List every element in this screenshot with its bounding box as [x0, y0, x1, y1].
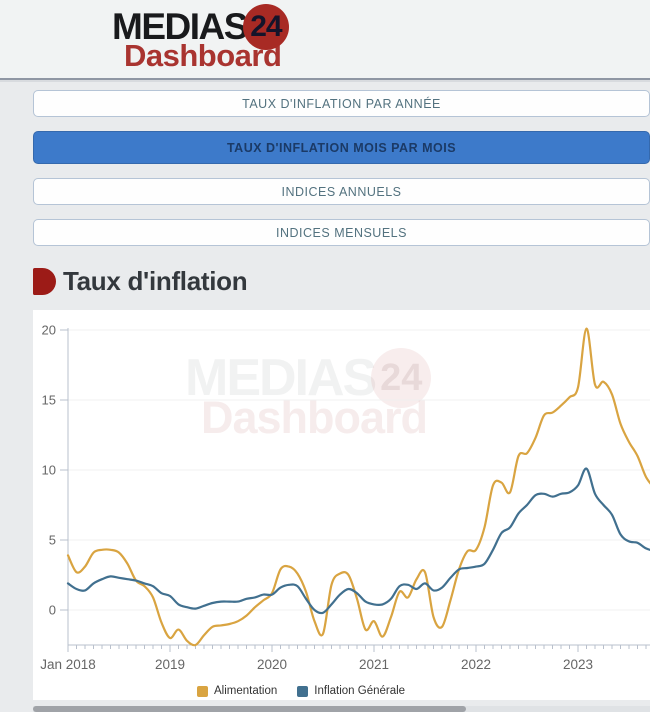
- header: MEDIAS 24 Dashboard: [0, 0, 650, 78]
- inflation-line-chart: 0 5 10 15 20 Jan 2018 2019 2020 2021 2022 2023: [40, 323, 650, 672]
- inflation-chart-card: MEDIAS 24 Dashboard 0 5 10 15 20 Jan 2018 2019…: [33, 310, 650, 700]
- svg-text:0: 0: [49, 603, 56, 618]
- svg-text:2021: 2021: [359, 657, 389, 672]
- svg-text:5: 5: [49, 533, 56, 548]
- page-title: Taux d'inflation: [63, 266, 248, 296]
- svg-text:10: 10: [42, 463, 56, 478]
- brand-d-icon: [33, 268, 56, 295]
- legend-label-inflation-generale: Inflation Générale: [314, 685, 406, 697]
- logo-medias-text: MEDIAS: [112, 6, 248, 47]
- svg-text:2022: 2022: [461, 657, 491, 672]
- svg-text:2023: 2023: [563, 657, 593, 672]
- nav-button-indices-mensuels[interactable]: INDICES MENSUELS: [33, 219, 650, 246]
- legend-item-alimentation[interactable]: Alimentation: [197, 685, 277, 697]
- svg-text:15: 15: [42, 393, 56, 408]
- series-line-1: [66, 467, 650, 615]
- alimentation-swatch-icon: [197, 685, 208, 697]
- nav-button-indices-annuels[interactable]: INDICES ANNUELS: [33, 178, 650, 205]
- scrollbar-thumb[interactable]: [33, 706, 466, 712]
- logo-24-badge: 24: [242, 4, 289, 50]
- chart-legend: Alimentation Inflation Générale: [197, 685, 405, 697]
- logo-24-text: 24: [250, 10, 282, 43]
- legend-item-inflation-generale[interactable]: Inflation Générale: [297, 685, 405, 697]
- nav-button-taux-par-annee[interactable]: TAUX D'INFLATION PAR ANNÉE: [33, 90, 650, 117]
- nav-buttons: TAUX D'INFLATION PAR ANNÉE TAUX D'INFLAT…: [0, 82, 650, 246]
- horizontal-scrollbar[interactable]: [33, 706, 650, 712]
- series-line-0: [66, 327, 650, 647]
- inflation-generale-swatch-icon: [297, 685, 309, 697]
- section-heading: Taux d'inflation: [33, 266, 650, 297]
- svg-text:2020: 2020: [257, 657, 287, 672]
- svg-text:Jan 2018: Jan 2018: [40, 657, 96, 672]
- legend-label-alimentation: Alimentation: [214, 685, 278, 697]
- svg-text:20: 20: [42, 323, 56, 338]
- nav-button-taux-mois-par-mois[interactable]: TAUX D'INFLATION MOIS PAR MOIS: [33, 131, 650, 164]
- svg-text:2019: 2019: [155, 657, 185, 672]
- medias24-logo: MEDIAS 24 Dashboard: [112, 4, 289, 74]
- header-divider: [0, 78, 650, 82]
